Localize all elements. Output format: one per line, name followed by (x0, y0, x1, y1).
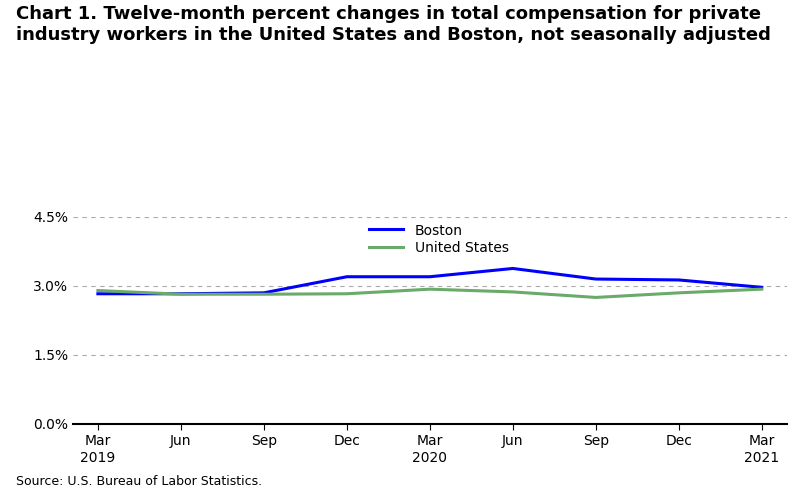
United States (591, 294, 601, 300)
United States (342, 291, 352, 297)
United States (93, 287, 103, 293)
United States (757, 286, 766, 292)
Boston (342, 274, 352, 280)
Text: Source: U.S. Bureau of Labor Statistics.: Source: U.S. Bureau of Labor Statistics. (16, 475, 262, 488)
Legend: Boston, United States: Boston, United States (369, 224, 508, 255)
United States (674, 290, 684, 296)
Line: Boston: Boston (98, 269, 762, 294)
Boston (674, 277, 684, 283)
United States (259, 291, 268, 297)
Boston (93, 291, 103, 297)
Boston (259, 290, 268, 296)
Text: Chart 1. Twelve-month percent changes in total compensation for private
industry: Chart 1. Twelve-month percent changes in… (16, 5, 771, 44)
Boston (425, 274, 435, 280)
United States (508, 289, 517, 295)
United States (425, 286, 435, 292)
Boston (508, 266, 517, 272)
Boston (176, 291, 186, 297)
Line: United States: United States (98, 289, 762, 297)
Boston (757, 284, 766, 290)
United States (176, 291, 186, 297)
Boston (591, 276, 601, 282)
